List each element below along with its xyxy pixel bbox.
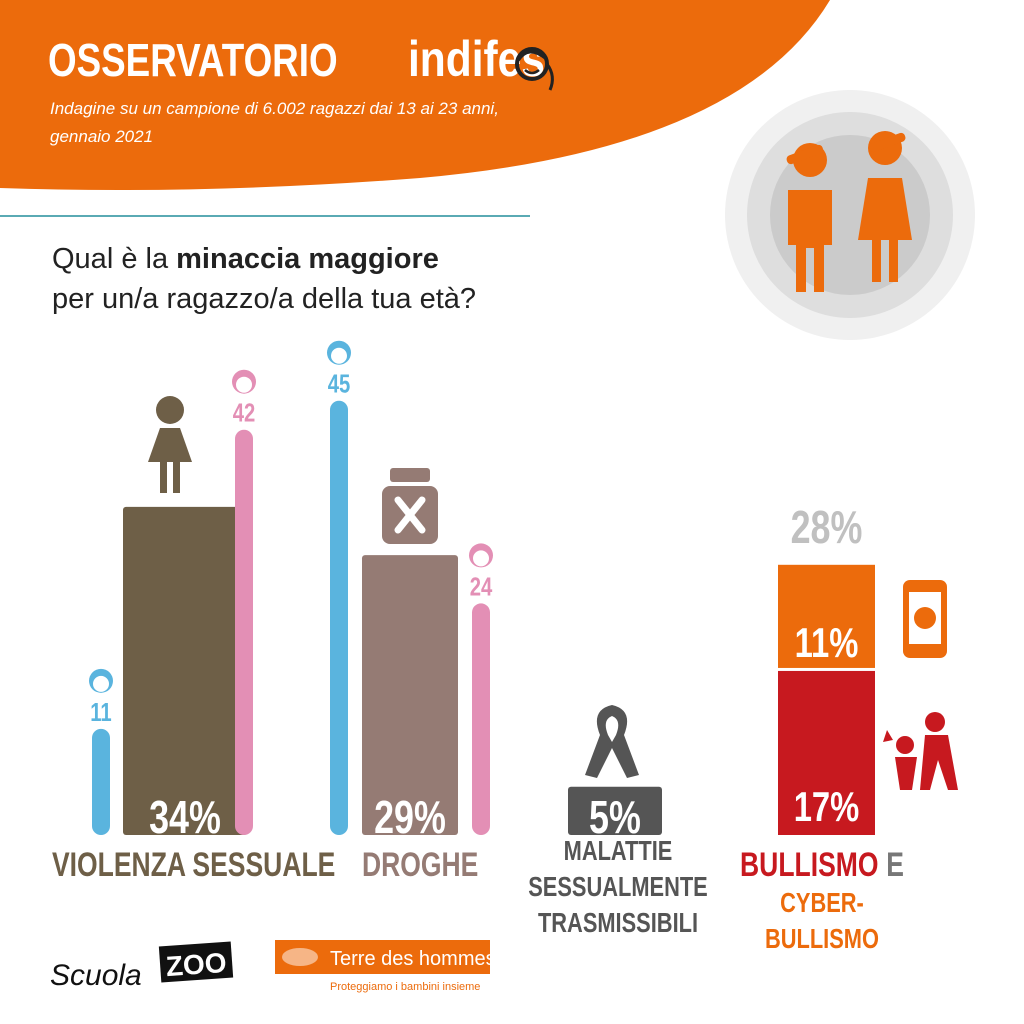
icon-woman — [148, 396, 192, 493]
bar-label: 34% — [149, 792, 221, 843]
category-label: BULLISMO E — [740, 846, 904, 884]
category-label-part: BULLISMO — [765, 923, 879, 954]
bar — [123, 506, 247, 835]
bar-label: 5% — [589, 792, 641, 843]
bar-label: 17% — [794, 783, 860, 830]
face — [236, 376, 252, 393]
bar-segment — [778, 564, 875, 668]
category-label-part: SESSUALMENTE — [528, 871, 707, 902]
category-label-part: CYBER- — [780, 887, 864, 918]
question: per un/a ragazzo/a della tua età? — [52, 283, 476, 315]
bar-label: 29% — [374, 792, 446, 843]
face — [331, 347, 347, 364]
category-label: MALATTIE — [564, 835, 673, 866]
boys-bar — [92, 728, 110, 835]
category-label: SESSUALMENTE — [528, 871, 707, 902]
header-subtitle: gennaio 2021 — [50, 127, 153, 146]
logo-text: Scuola — [50, 959, 142, 992]
icon-drugs — [382, 468, 438, 544]
category-label-part: BULLISMO — [740, 846, 878, 884]
category-label: CYBER- — [780, 887, 864, 918]
person-icon — [469, 543, 493, 568]
category-label-part: DROGHE — [362, 846, 478, 884]
girls-bar — [235, 429, 253, 835]
boys-label: 45 — [328, 369, 351, 398]
hero-icon — [725, 90, 975, 340]
header-band — [0, 0, 830, 191]
bar — [568, 786, 662, 835]
logo-text: Proteggiamo i bambini insieme — [330, 981, 480, 993]
icon-ribbon — [585, 705, 639, 778]
girls-label: 24 — [470, 572, 493, 601]
girls-bar — [472, 603, 490, 835]
category-label-part: MALATTIE — [564, 835, 673, 866]
brand-face — [515, 47, 554, 91]
header-title: OSSERVATORIO — [48, 34, 338, 86]
bar — [362, 555, 458, 835]
category-label: TRASMISSIBILI — [538, 907, 698, 938]
girls-label: 42 — [233, 398, 256, 427]
category-label-part: VIOLENZA SESSUALE — [52, 846, 335, 884]
header-subtitle: Indagine su un campione di 6.002 ragazzi… — [50, 99, 499, 118]
logo-text: ZOO — [165, 947, 228, 982]
person-icon — [327, 340, 351, 365]
logo-text: Terre des hommes — [330, 948, 496, 970]
person-icon — [232, 369, 256, 394]
question-text: Qual è la — [52, 243, 176, 275]
category-label: VIOLENZA SESSUALE — [52, 846, 335, 884]
category-label: BULLISMO — [765, 923, 879, 954]
face — [473, 550, 489, 567]
bar-label: 11% — [795, 619, 859, 666]
icon-bullying — [883, 712, 958, 790]
face — [93, 675, 109, 692]
boys-bar — [330, 400, 348, 835]
question: Qual è la minaccia maggiore — [52, 243, 439, 275]
icon-phone — [903, 580, 947, 658]
bar-segment — [778, 670, 875, 835]
logo-tdh: Terre des hommes Proteggiamo i bambini i… — [275, 940, 496, 993]
boys-label: 11 — [90, 697, 111, 726]
logo-scuolazoo: Scuola ZOO — [50, 941, 234, 992]
category-label: DROGHE — [362, 846, 478, 884]
bar-label: 28% — [791, 502, 863, 553]
category-label-part: TRASMISSIBILI — [538, 907, 698, 938]
person-icon — [89, 668, 113, 693]
category-label-part: E — [886, 846, 904, 884]
question-emphasis: minaccia maggiore — [176, 243, 439, 275]
